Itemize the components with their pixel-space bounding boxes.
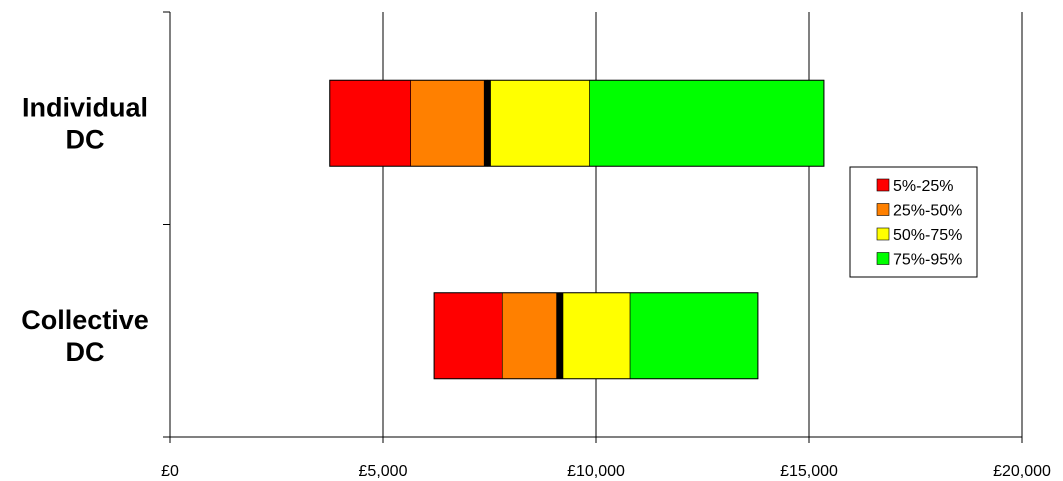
category-label: DC bbox=[66, 337, 105, 367]
bar-segment bbox=[329, 79, 411, 167]
legend-label: 75%-95% bbox=[893, 252, 962, 269]
category-label: Collective bbox=[21, 305, 149, 335]
category-label: DC bbox=[66, 124, 105, 154]
bar-segment bbox=[629, 292, 759, 380]
legend-box bbox=[849, 166, 978, 278]
bars bbox=[329, 79, 825, 380]
axes bbox=[163, 11, 1023, 443]
x-tick-label: £0 bbox=[161, 463, 179, 480]
legend-label: 5%-25% bbox=[893, 178, 953, 195]
median-marker bbox=[483, 80, 491, 167]
legend-swatch bbox=[876, 227, 890, 241]
x-tick-label: £10,000 bbox=[567, 463, 625, 480]
bar-segment bbox=[559, 292, 631, 380]
legend-label: 25%-50% bbox=[893, 203, 962, 220]
legend-swatch bbox=[876, 252, 890, 265]
bar-outline bbox=[433, 292, 759, 380]
tick-labels: £0 £5,000 £10,000 £15,000 £20,000 bbox=[161, 463, 1051, 480]
median-marker bbox=[556, 292, 564, 379]
legend-swatch bbox=[876, 178, 890, 192]
legend: 5%-25% 25%-50% 50%-75% 75%-95% bbox=[849, 166, 978, 278]
bar-segment bbox=[410, 79, 488, 167]
x-tick-label: £20,000 bbox=[993, 463, 1051, 480]
legend-swatch bbox=[876, 203, 890, 216]
bar-outline bbox=[329, 79, 825, 167]
x-tick-label: £15,000 bbox=[780, 463, 838, 480]
bar-segment bbox=[589, 79, 825, 167]
category-label: Individual bbox=[22, 92, 148, 122]
bar-segment bbox=[487, 79, 590, 167]
x-tick-label: £5,000 bbox=[359, 463, 408, 480]
bar-segment bbox=[501, 292, 561, 380]
bar-segment bbox=[433, 292, 503, 380]
legend-label: 50%-75% bbox=[893, 227, 962, 244]
